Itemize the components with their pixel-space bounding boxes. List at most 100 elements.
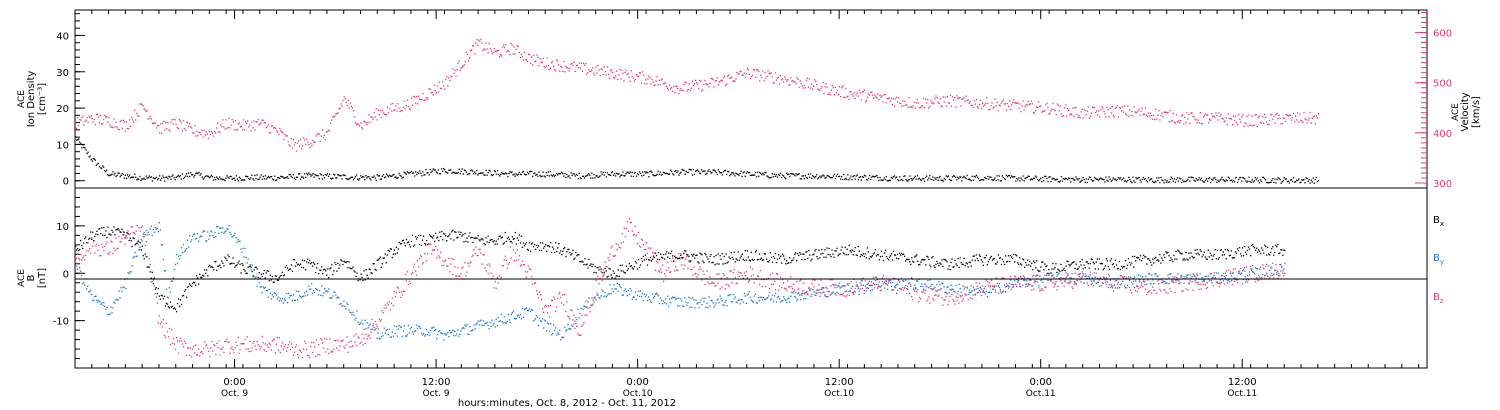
density-point [1143,178,1145,180]
density-point [294,178,297,181]
by-point [671,297,673,299]
by-point [167,297,170,299]
bx-point [603,271,605,274]
bx-point [1107,265,1109,268]
bx-point [1129,264,1132,266]
bx-point [154,288,156,290]
density-point [576,174,578,176]
by-point [170,280,173,282]
density-point [1024,177,1026,179]
bx-point [1134,255,1136,258]
velocity-point [985,102,987,105]
density-point [822,174,824,176]
by-point [353,314,355,316]
density-point [271,178,274,180]
velocity-point [242,119,245,121]
density-point [1139,179,1141,181]
bx-point [789,257,791,259]
bx-point [179,299,182,301]
bx-point [349,267,351,269]
by-point [156,227,158,229]
by-point [435,329,437,331]
density-point [180,178,182,180]
density-point [829,176,831,179]
bx-point [875,255,878,257]
density-point [677,170,679,172]
by-point [949,288,951,291]
bx-point [1248,248,1251,250]
by-point [125,287,127,290]
density-point [708,169,710,171]
velocity-point [245,121,247,123]
by-point [839,287,841,289]
velocity-point [290,138,292,140]
density-point [639,172,642,175]
by-point [208,238,210,241]
density-point [448,169,450,171]
density-point [475,173,477,175]
by-point [344,305,346,307]
density-point [968,178,970,180]
by-point [1091,277,1093,279]
density-point [786,172,788,174]
bx-point [1172,261,1174,263]
velocity-point [1161,112,1163,114]
density-point [1085,178,1087,180]
by-point [653,295,656,298]
bx-point [930,266,932,268]
by-point [555,327,557,329]
by-point [178,258,181,260]
density-point [284,177,286,179]
by-point [866,283,868,285]
velocity-point [267,124,270,126]
bx-point [711,262,713,264]
by-point [1069,280,1071,282]
velocity-point [271,125,274,127]
density-point [1216,181,1218,183]
density-point [1278,177,1280,180]
velocity-point [449,79,451,82]
density-point [1120,179,1123,181]
by-point [572,325,574,328]
day-tick-label: Oct.10 [623,389,653,399]
bx-point [827,253,829,256]
bx-point [130,240,132,242]
velocity-point [541,61,543,63]
bx-point [84,238,86,240]
bx-point [526,248,529,251]
density-point [1298,178,1300,180]
by-point [466,323,468,326]
bx-point [863,255,865,258]
by-point [723,304,725,307]
density-point [935,178,937,180]
velocity-point [769,72,771,75]
density-point [148,175,150,177]
density-point [137,178,139,180]
density-point [603,174,605,176]
density-point [1221,176,1223,178]
velocity-point [851,93,853,96]
bx-point [522,242,525,244]
velocity-point [467,60,470,62]
by-point [402,330,405,332]
velocity-point [865,99,868,102]
bx-point [478,239,480,241]
bx-point [342,263,344,266]
bx-point [831,249,833,251]
bx-point [621,264,623,266]
bx-point [484,244,486,246]
density-point [746,170,748,173]
density-point [454,172,456,174]
density-point [763,174,765,176]
velocity-point [613,77,615,79]
bx-point [489,239,491,241]
bx-point [366,274,368,276]
bx-point [239,263,241,265]
velocity-point [954,97,956,99]
bx-point [922,258,924,261]
density-point [1061,180,1064,182]
by-point [1009,279,1012,281]
bx-point [158,295,160,297]
density-point [906,180,908,182]
density-point [542,171,544,173]
